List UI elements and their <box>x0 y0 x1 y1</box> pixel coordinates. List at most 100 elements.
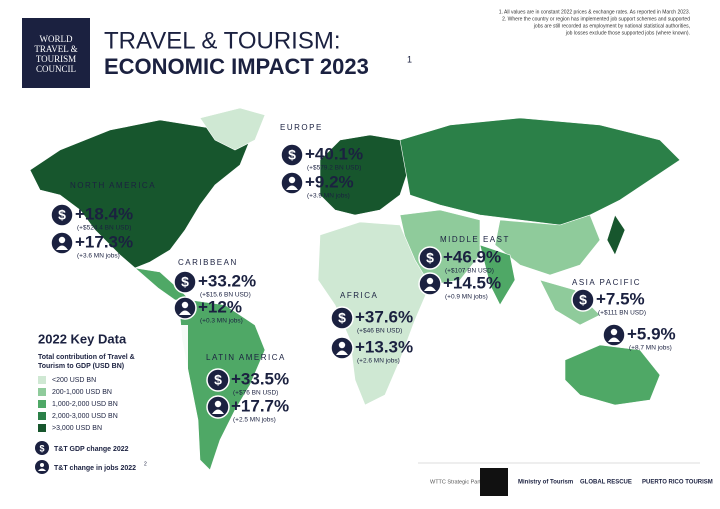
dollar-glyph: $ <box>181 274 189 290</box>
person-body <box>179 310 191 315</box>
person-head <box>181 301 189 309</box>
gdp-icon <box>280 143 304 167</box>
logo: WORLD TRAVEL & TOURISM COUNCIL <box>34 34 78 74</box>
person-head <box>214 400 222 408</box>
legend-icon-label: T&T change in jobs 2022 <box>54 465 136 472</box>
russia-asia <box>399 117 681 226</box>
partners: Ministry of Tourism GLOBAL RESCUE PUERTO R… <box>518 480 713 486</box>
region-name: MIDDLE EAST <box>440 235 510 244</box>
person-head <box>40 463 44 467</box>
notes: 1. All values are in constant 2022 price… <box>499 9 690 36</box>
legend-subtitle: Tourism to GDP (USD BN) <box>38 363 124 370</box>
legend-title: 2022 Key Data <box>38 331 127 346</box>
jobs-change: +17.7% <box>231 396 289 415</box>
dollar-glyph: $ <box>288 147 296 163</box>
north-america <box>29 119 251 269</box>
region-callout: MIDDLE EAST $ +46.9% (+$107 BN USD)+14.5% (+… <box>418 235 510 301</box>
legend-swatch <box>38 388 46 396</box>
gdp-icon <box>173 270 197 294</box>
greenland <box>199 107 266 151</box>
region-callout: CARIBBEAN $ +33.2% (+$15.6 BN USD)+12% (+0.3… <box>173 258 256 325</box>
legend-label: >3,000 USD BN <box>52 425 102 432</box>
gdp-value: (+$46 BN USD) <box>357 328 402 335</box>
gdp-change: +46.9% <box>443 247 501 266</box>
china <box>494 214 601 276</box>
legend-icon-label: T&T GDP change 2022 <box>54 446 129 453</box>
gdp-change: +40.1% <box>305 144 363 163</box>
note: job losses exclude those supported jobs … <box>565 30 690 36</box>
person-body <box>608 337 620 342</box>
gdp-value: (+$107 BN USD) <box>445 268 494 275</box>
gdp-value: (+$111 BN USD) <box>598 310 646 317</box>
legend-swatch <box>38 400 46 408</box>
gdp-icon <box>50 203 74 227</box>
legend-swatch <box>38 376 46 384</box>
gdp-change: +37.6% <box>355 307 413 326</box>
gdp-value: (+$15.6 BN USD) <box>200 292 251 299</box>
gdp-icon <box>330 306 354 330</box>
title-line1: TRAVEL & TOURISM: <box>104 27 341 54</box>
partner-name: GLOBAL RESCUE <box>580 480 632 486</box>
jobs-value: (+0.9 MN jobs) <box>445 294 488 301</box>
logo-wrap: WORLD TRAVEL & TOURISM COUNCIL <box>34 34 78 74</box>
gdp-change: +33.5% <box>231 369 289 388</box>
person-body <box>38 468 46 471</box>
person-body <box>424 286 436 291</box>
southeast-asia <box>539 279 601 326</box>
note: 2. Where the country or region has imple… <box>502 16 690 22</box>
partners-label: WTTC Strategic Partners <box>430 479 492 485</box>
note: 1. All values are in constant 2022 price… <box>499 9 690 15</box>
legend-subtitle: Total contribution of Travel & <box>38 354 135 361</box>
dollar-glyph: $ <box>39 443 44 453</box>
gdp-icon <box>571 288 595 312</box>
region-name: CARIBBEAN <box>178 258 238 267</box>
jobs-change: +9.2% <box>305 172 354 191</box>
jobs-value: (+0.3 MN jobs) <box>200 318 243 325</box>
legend-swatch <box>38 412 46 420</box>
region-callout: EUROPE $ +40.1% (+$579.2 BN USD)+9.2% (+3.9 … <box>280 123 363 200</box>
person-head <box>288 176 296 184</box>
region-name: LATIN AMERICA <box>206 353 286 362</box>
legend-label: <200 USD BN <box>52 377 96 384</box>
jobs-value: (+3.9 MN jobs) <box>307 193 350 200</box>
jobs-value: (+3.6 MN jobs) <box>77 253 120 260</box>
jobs-change: +13.3% <box>355 337 413 356</box>
europe <box>319 134 411 216</box>
gdp-change: +33.2% <box>198 271 256 290</box>
gdp-icon <box>206 368 230 392</box>
person-body <box>286 185 298 190</box>
gdp-change: +7.5% <box>596 289 645 308</box>
gdp-change: +18.4% <box>75 204 133 223</box>
india <box>479 244 516 306</box>
gdp-value: (+$76 BN USD) <box>233 390 278 397</box>
gdp-value: (+$579.2 BN USD) <box>307 165 361 172</box>
region-callout: NORTH AMERICA $ +18.4% (+$524.4 BN USD)+17.… <box>50 181 155 260</box>
dollar-glyph: $ <box>579 292 587 308</box>
note: jobs are still recorded as employment by… <box>533 23 690 29</box>
person-body <box>56 245 68 250</box>
partner-name: Ministry of Tourism <box>518 480 573 486</box>
person-body <box>212 409 224 414</box>
gdp-value: (+$524.4 BN USD) <box>77 225 131 232</box>
jobs-value: (+2.6 MN jobs) <box>357 358 400 365</box>
jobs-change: +14.5% <box>443 273 501 292</box>
partner-name: PUERTO RICO TOURISM <box>642 480 713 486</box>
person-body <box>336 350 348 355</box>
title-note: 1 <box>407 54 412 64</box>
regions: EUROPE $ +40.1% (+$579.2 BN USD)+9.2% (+3.9 … <box>50 123 676 424</box>
world-map <box>29 107 681 471</box>
legend-label: 2,000-3,000 USD BN <box>52 413 118 420</box>
region-name: ASIA PACIFIC <box>572 278 641 287</box>
person-head <box>610 328 618 336</box>
legend-label: 200-1,000 USD BN <box>52 389 112 396</box>
legend-label: 1,000-2,000 USD BN <box>52 401 118 408</box>
legend-box <box>30 325 188 483</box>
gdp-icon <box>418 246 442 270</box>
region-callout: ASIA PACIFIC $ +7.5% (+$111 BN USD) +5.9% (+8… <box>571 278 676 352</box>
person-head <box>58 236 66 244</box>
jobs-change: +17.3% <box>75 232 133 251</box>
japan <box>606 214 626 256</box>
jobs-value: (+8.7 MN jobs) <box>629 345 672 352</box>
